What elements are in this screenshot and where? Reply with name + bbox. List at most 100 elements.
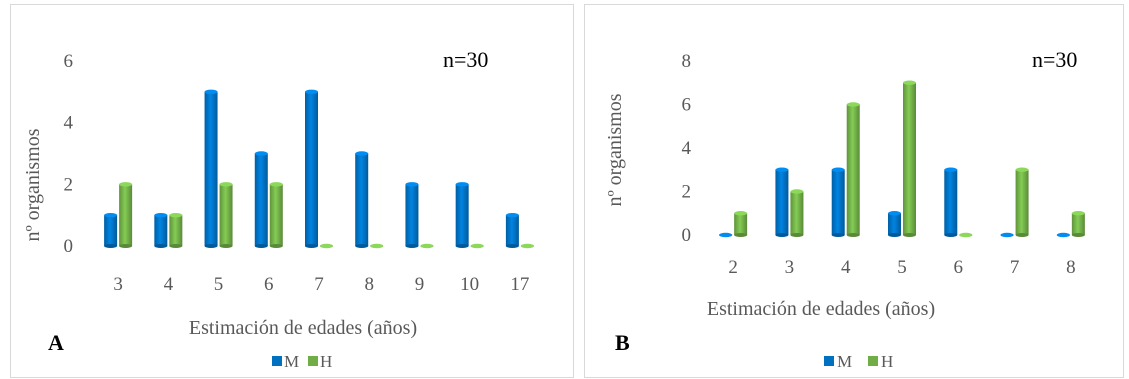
bar-body [734,213,748,235]
x-tick-label: 6 [954,257,964,278]
bar-base [846,233,860,237]
bar-m-10 [455,182,469,248]
bar-cap [1056,232,1070,238]
x-tick-label: 8 [364,274,374,295]
legend-label-m: M [837,352,852,371]
x-axis-title: Estimación de edades (años) [189,317,417,339]
bar-h-5 [219,182,233,248]
bar-body [790,191,804,235]
bar-m-7 [305,89,318,248]
bar-base [405,244,419,248]
y-tick-label: 4 [682,138,692,159]
panel-label: A [48,330,64,355]
bar-base [219,244,233,248]
x-tick-label: 3 [785,257,795,278]
bar-base [775,233,789,237]
bar-h-3 [119,182,133,248]
bar-base [1071,233,1085,237]
bar-h-7 [1015,167,1029,237]
panel-label: B [615,330,630,355]
bar-body [888,213,901,235]
x-tick-label: 6 [264,274,274,295]
bar-base [269,244,283,248]
bar-body [1071,213,1085,235]
bar-cap [888,211,901,216]
bar-m-8 [355,151,369,248]
bar-base [119,244,133,248]
bar-base [204,244,218,248]
bar-m-7 [1000,232,1014,238]
bar-base [455,244,469,248]
bar-body [455,184,469,246]
bar-m-5 [888,211,901,237]
y-axis-title: nº organismos [22,128,44,241]
bar-cap [944,167,958,172]
bar-base [944,233,958,237]
bar-cap [734,211,748,216]
bar-body [405,184,419,246]
legend-label-h: H [320,352,332,371]
legend-swatch-h [308,356,318,366]
sample-size-label: n=30 [443,47,488,72]
bar-base [104,244,118,248]
bar-cap [370,243,384,249]
y-axis-title: nº organismos [604,93,626,206]
bar-body [119,184,133,246]
bar-m-6 [944,167,958,237]
bar-body [154,215,168,246]
x-tick-label: 9 [415,274,425,295]
bar-m-8 [1056,232,1070,238]
bar-cap [355,151,369,156]
y-tick-label: 2 [64,174,74,195]
bar-m-6 [254,151,268,248]
x-tick-label: 4 [841,257,851,278]
bar-m-3 [104,212,118,248]
bar-body [1015,169,1029,235]
bar-cap [254,151,268,156]
bar-body [903,82,916,235]
bar-body [254,153,268,246]
bar-m-3 [775,167,789,237]
y-tick-label: 8 [682,51,692,72]
bar-cap [305,89,318,95]
sample-size-label: n=30 [1032,47,1077,72]
bar-base [790,233,804,237]
bar-cap [470,243,484,249]
bar-body [104,215,118,246]
bar-cap [204,89,218,95]
bar-cap [219,182,233,187]
y-tick-label: 4 [64,113,74,134]
bar-cap [903,80,916,85]
bar-m-4 [831,167,845,237]
bar-h-6 [959,232,973,238]
y-tick-label: 0 [64,236,74,257]
bar-base [169,244,183,248]
bar-body [219,184,233,246]
bar-body [355,153,369,246]
bar-base [505,244,519,248]
bar-h-9 [420,243,434,249]
bar-h-8 [1071,211,1085,237]
y-tick-label: 6 [64,51,74,72]
chart-b-svg: nº organismos n=30 Estimación de edades … [604,47,1085,371]
bar-h-7 [320,243,333,249]
legend-swatch-h [868,356,878,366]
bar-cap [775,167,789,172]
bar-h-10 [470,243,484,249]
bar-h-4 [169,212,183,248]
y-tick-label: 0 [682,225,692,246]
bar-h-2 [734,211,748,237]
bar-h-5 [903,80,916,237]
bar-cap [719,232,733,238]
bar-m-9 [405,182,419,248]
bar-cap [455,182,469,187]
bar-body [846,104,860,235]
chart-b-marks: 0 2 4 6 8 2 3 4 5 6 7 8 [682,51,1085,278]
x-tick-label: 3 [113,274,123,295]
legend: M H [824,352,893,371]
bar-cap [1000,232,1014,238]
x-tick-label: 10 [460,274,479,295]
x-tick-label: 7 [314,274,324,295]
bar-cap [505,212,519,218]
legend-label-h: H [881,352,893,371]
